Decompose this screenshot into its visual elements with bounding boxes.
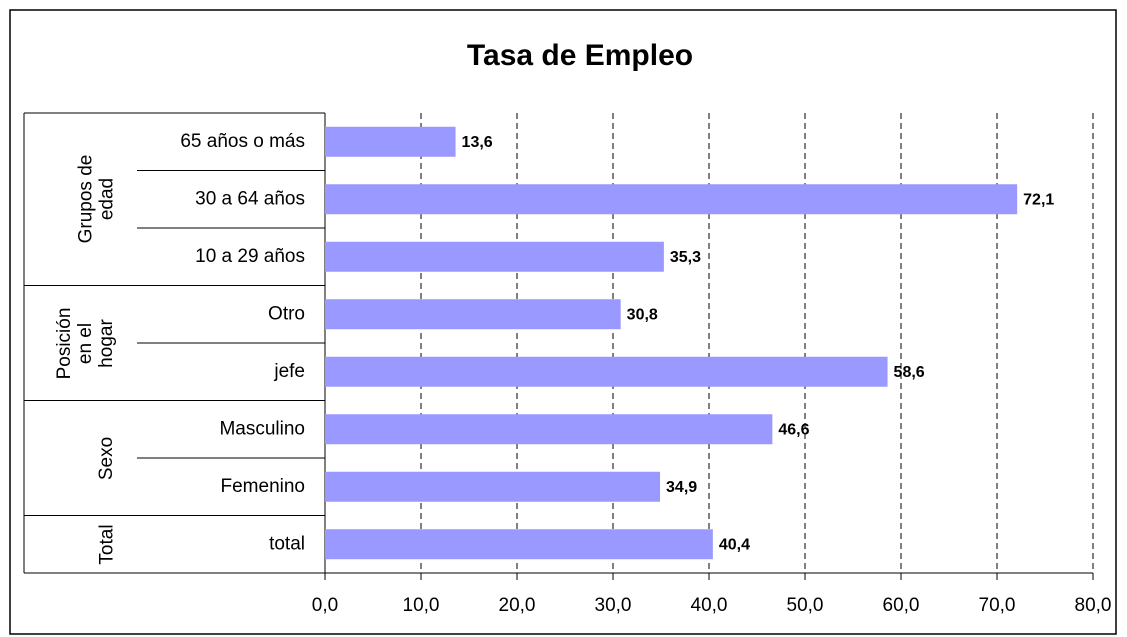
bar <box>325 529 713 560</box>
y-tick-label: 65 años o más <box>180 131 305 152</box>
data-label: 34,9 <box>666 479 697 496</box>
bar <box>325 126 456 157</box>
y-tick-label: Masculino <box>219 418 305 439</box>
chart-title: Tasa de Empleo <box>467 39 693 72</box>
data-label: 46,6 <box>778 421 809 438</box>
group-label: Sexo <box>96 436 117 480</box>
data-label: 30,8 <box>627 306 658 323</box>
data-label: 40,4 <box>719 536 750 553</box>
group-label: Posición en el hogar <box>54 307 117 379</box>
y-tick-label: 30 a 64 años <box>195 188 305 209</box>
data-label: 35,3 <box>670 249 701 266</box>
data-label: 13,6 <box>462 134 493 151</box>
data-label: 72,1 <box>1023 191 1054 208</box>
bar <box>325 471 661 502</box>
group-label: Grupos de edad <box>75 154 117 244</box>
x-tick-label: 0,0 <box>312 595 338 616</box>
y-tick-label: Otro <box>268 303 305 324</box>
y-tick-label: Femenino <box>221 476 306 497</box>
x-tick-label: 80,0 <box>1075 595 1112 616</box>
y-tick-label: jefe <box>273 361 305 382</box>
bar <box>325 299 621 330</box>
x-tick-label: 40,0 <box>691 595 728 616</box>
group-label: Total <box>96 524 117 565</box>
x-tick-label: 50,0 <box>787 595 824 616</box>
bar <box>325 356 888 387</box>
data-label: 58,6 <box>894 364 925 381</box>
y-tick-label: 10 a 29 años <box>195 246 305 267</box>
x-tick-label: 20,0 <box>499 595 536 616</box>
x-tick-label: 60,0 <box>883 595 920 616</box>
bar <box>325 414 773 445</box>
bar <box>325 241 664 272</box>
y-tick-label: total <box>269 533 305 554</box>
x-tick-label: 30,0 <box>595 595 632 616</box>
x-tick-label: 70,0 <box>979 595 1016 616</box>
x-tick-label: 10,0 <box>403 595 440 616</box>
bar <box>325 184 1018 215</box>
